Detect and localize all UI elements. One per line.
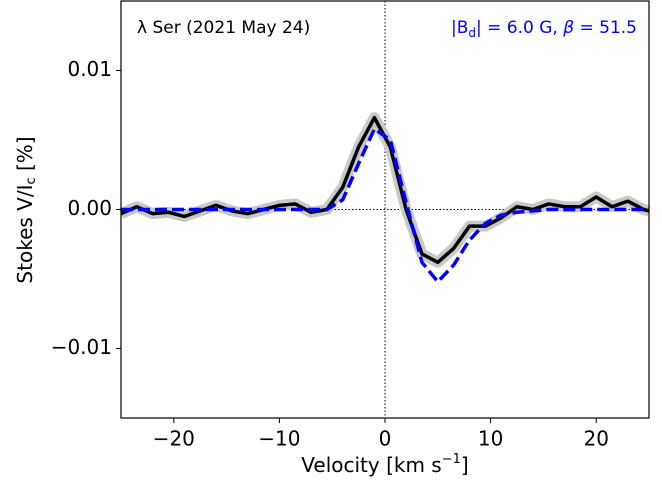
- label-part: ]: [461, 453, 469, 477]
- series-line: [121, 127, 649, 284]
- label-part: c: [24, 177, 39, 184]
- x-tick-label: −10: [258, 427, 300, 451]
- annotation-part: d: [468, 26, 476, 40]
- y-tick-label: 0.01: [67, 57, 112, 81]
- annotation-part: | = 6.0 G,: [476, 18, 563, 38]
- x-tick-label: 10: [478, 427, 503, 451]
- x-tick-label: 0: [379, 427, 392, 451]
- annotation-part: |B: [451, 18, 468, 38]
- x-tick-label: −20: [153, 427, 195, 451]
- annotation-right: |Bd| = 6.0 G, β = 51.5: [451, 18, 637, 40]
- label-part: Velocity [km s: [301, 453, 441, 477]
- y-tick-label: −0.01: [51, 335, 112, 359]
- y-axis-label: Stokes V/Ic [%]: [13, 136, 39, 283]
- x-tick-label: 20: [583, 427, 608, 451]
- annotation-left: λ Ser (2021 May 24): [137, 18, 310, 38]
- label-part: Stokes V/I: [13, 185, 37, 284]
- x-axis-label: Velocity [km s−1]: [301, 452, 468, 477]
- annotation-part: β: [562, 18, 574, 38]
- label-part: [%]: [13, 136, 37, 177]
- y-tick-label: 0.00: [67, 196, 112, 220]
- annotation-part: = 51.5: [574, 18, 637, 38]
- label-part: −1: [442, 452, 461, 467]
